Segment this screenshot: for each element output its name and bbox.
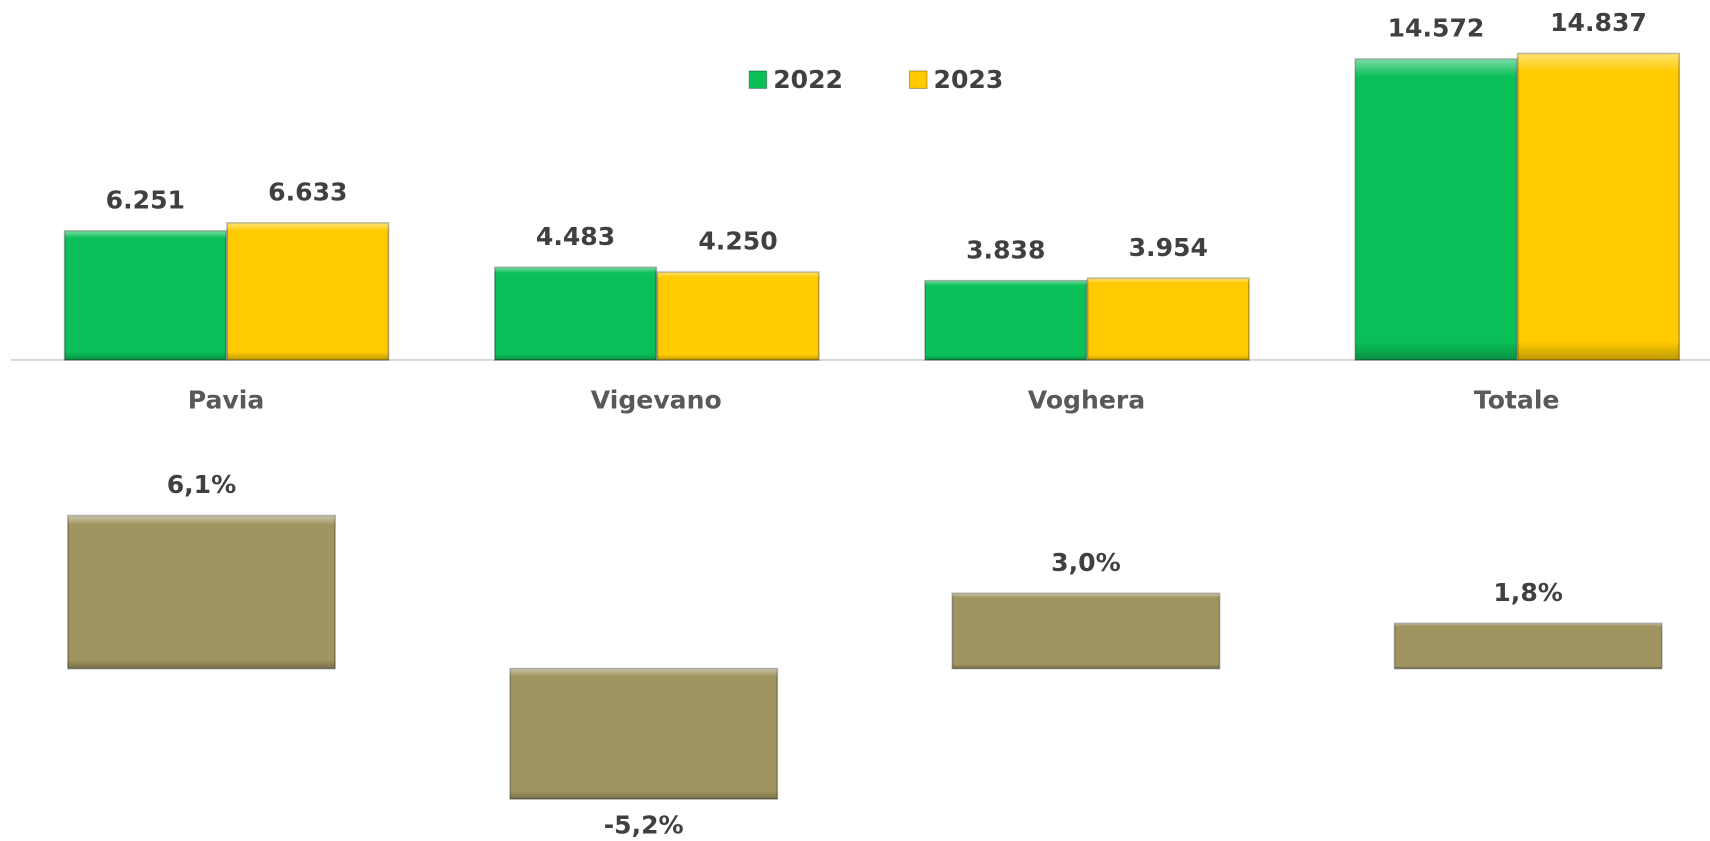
bar-shade	[657, 272, 819, 360]
legend-swatch	[748, 70, 768, 89]
data-label: 3,0%	[1051, 548, 1121, 577]
x-tick-label: Vigevano	[591, 385, 722, 414]
bar-shade	[1394, 623, 1662, 669]
data-label: 14.572	[1388, 14, 1485, 43]
bar-shade	[64, 230, 227, 360]
bar-shade	[952, 593, 1220, 669]
bar-shade	[494, 267, 657, 360]
x-tick-label: Totale	[1474, 385, 1560, 414]
bar-shade	[1517, 53, 1680, 360]
legend-label: 2022	[773, 65, 843, 94]
legend-label: 2023	[934, 65, 1004, 94]
x-tick-label: Pavia	[188, 385, 265, 414]
x-tick-label: Voghera	[1028, 385, 1145, 414]
data-label: 4.483	[536, 222, 615, 251]
bar-shade	[1355, 59, 1517, 360]
data-label: 3.954	[1129, 233, 1208, 262]
bar-shade	[1087, 278, 1249, 360]
data-label: 3.838	[966, 235, 1045, 264]
data-label: 1,8%	[1493, 578, 1563, 607]
bar-shade	[510, 668, 778, 800]
data-label: 6.251	[106, 185, 185, 214]
bar-shade	[67, 515, 336, 669]
bar-shade	[227, 222, 389, 360]
data-label: 4.250	[698, 227, 777, 256]
legend-swatch	[908, 70, 928, 89]
data-label: 14.837	[1550, 8, 1647, 37]
data-label: 6.633	[268, 178, 347, 207]
data-label: -5,2%	[604, 810, 684, 839]
bar-shade	[925, 280, 1087, 360]
data-label: 6,1%	[167, 470, 237, 499]
